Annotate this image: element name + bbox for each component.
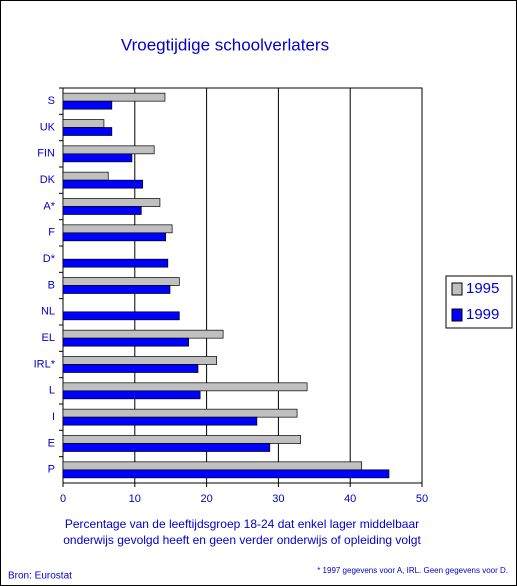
bar xyxy=(62,461,363,471)
note: * 1997 gegevens voor A, IRL. Geen gegeve… xyxy=(317,566,508,575)
y-tick-label: A* xyxy=(43,200,55,212)
bar xyxy=(62,285,171,294)
bar xyxy=(62,153,133,163)
bar xyxy=(62,258,169,268)
y-tick-label: FIN xyxy=(37,148,55,160)
bar xyxy=(62,171,109,181)
x-tick-label: 50 xyxy=(416,493,428,505)
y-tick-label: L xyxy=(49,385,55,397)
chart-title: Vroegtijdige schoolverlaters xyxy=(121,35,329,54)
y-tick-label: B xyxy=(48,279,55,291)
bar xyxy=(62,443,271,452)
bar xyxy=(62,337,190,347)
y-tick-label: I xyxy=(52,411,55,423)
bar xyxy=(62,179,144,189)
bar xyxy=(62,232,167,242)
bar xyxy=(62,364,199,373)
bar xyxy=(62,100,113,110)
bar xyxy=(62,277,180,286)
bar xyxy=(62,206,142,215)
x-tick-label: 30 xyxy=(272,493,284,505)
legend-label: 1999 xyxy=(466,306,499,323)
bar xyxy=(62,329,224,339)
x-axis-label: Percentage van de leeftijdsgroep 18-24 d… xyxy=(65,517,419,531)
bar xyxy=(62,435,302,444)
y-tick-label: P xyxy=(48,464,55,476)
y-tick-label: E xyxy=(48,437,55,449)
legend-swatch xyxy=(451,308,463,322)
y-tick-label: IRL* xyxy=(34,358,56,370)
bar xyxy=(62,311,180,321)
bar xyxy=(62,224,173,234)
y-tick-label: S xyxy=(48,95,55,107)
y-tick-label: D* xyxy=(43,253,56,265)
bar xyxy=(62,119,105,128)
bar xyxy=(62,390,201,400)
bar xyxy=(62,382,308,392)
y-tick-label: F xyxy=(48,227,55,239)
bar xyxy=(62,145,155,155)
x-tick-label: 10 xyxy=(129,493,141,505)
legend-label: 1995 xyxy=(466,280,499,297)
x-tick-label: 40 xyxy=(344,493,356,505)
y-tick-label: DK xyxy=(40,174,56,186)
bar xyxy=(62,92,166,102)
legend-swatch xyxy=(451,282,463,296)
y-tick-label: EL xyxy=(42,332,55,344)
x-tick-label: 20 xyxy=(200,493,212,505)
bar xyxy=(62,416,258,426)
bar xyxy=(62,408,298,418)
x-axis-label: onderwijs gevolgd heeft en geen verder o… xyxy=(63,533,421,547)
bar xyxy=(62,198,161,207)
bar xyxy=(62,356,218,365)
y-tick-label: UK xyxy=(40,121,56,133)
source: Bron: Eurostat xyxy=(8,571,72,582)
y-tick-label: NL xyxy=(41,306,55,318)
bar xyxy=(62,469,390,479)
x-tick-label: 0 xyxy=(60,493,66,505)
bar xyxy=(62,127,113,136)
